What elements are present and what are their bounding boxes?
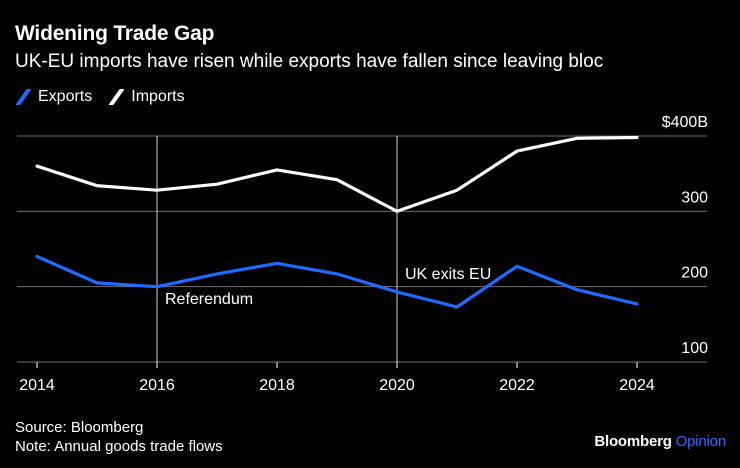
legend-label-imports: Imports	[131, 88, 185, 105]
legend: Exports Imports	[15, 88, 201, 106]
y-tick-label-200: 200	[681, 265, 708, 282]
y-tick-label-300: 300	[681, 189, 708, 206]
series-line-exports	[35, 254, 639, 309]
y-tick-label-400: $400B	[662, 114, 708, 131]
annotation-label-1: Referendum	[165, 291, 253, 308]
x-tick-label-2016: 2016	[139, 377, 175, 394]
brand-accent: Opinion	[675, 433, 727, 450]
x-tick-label-2024: 2024	[619, 377, 655, 394]
brand-name: Bloomberg	[594, 433, 672, 450]
chart-subtitle: UK-EU imports have risen while exports h…	[15, 51, 604, 72]
footer: Source: Bloomberg Note: Annual goods tra…	[15, 418, 223, 456]
y-tick-label-100: 100	[681, 340, 708, 357]
legend-item-exports: Exports	[15, 88, 92, 106]
chart-title: Widening Trade Gap	[15, 22, 215, 45]
legend-item-imports: Imports	[108, 88, 185, 106]
source-note: Source: Bloomberg	[15, 419, 144, 436]
x-tick-label-2014: 2014	[19, 377, 55, 394]
x-tick-label-2022: 2022	[499, 377, 535, 394]
annotation-label-2: UK exits EU	[405, 266, 491, 283]
data-note: Note: Annual goods trade flows	[15, 438, 223, 455]
x-tick-label-2018: 2018	[259, 377, 295, 394]
x-tick-label-2020: 2020	[379, 377, 415, 394]
brand-logo: Bloomberg Opinion	[594, 433, 726, 450]
series-line-imports	[35, 135, 639, 213]
legend-label-exports: Exports	[38, 88, 93, 105]
